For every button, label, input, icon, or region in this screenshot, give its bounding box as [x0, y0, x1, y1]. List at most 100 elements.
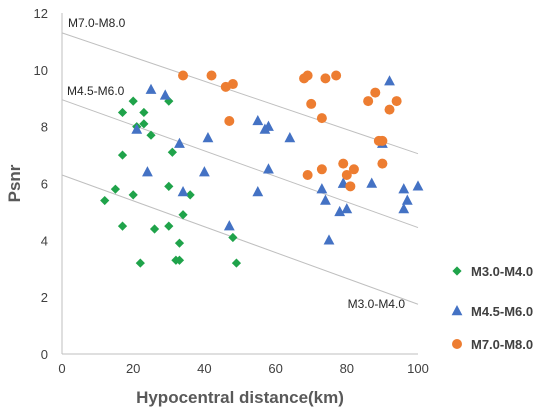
data-point: [227, 79, 238, 90]
data-point: [302, 70, 313, 81]
data-point: [370, 87, 381, 98]
series-group: [178, 70, 402, 192]
x-axis-title: Hypocentral distance(km): [136, 388, 344, 407]
legend-label: M3.0-M4.0: [471, 264, 533, 279]
data-point: [178, 210, 188, 220]
data-point: [345, 181, 356, 192]
data-point: [412, 180, 424, 191]
data-point: [110, 184, 120, 194]
legend-item: M7.0-M8.0: [452, 337, 533, 352]
data-point: [302, 169, 313, 180]
data-point: [384, 104, 395, 115]
x-tick-label: 60: [268, 361, 282, 376]
x-tick-label: 0: [58, 361, 65, 376]
axes: 0 20 40 60 80 100 0 2 4 6 8 10 12 Hypocentral distanc…: [5, 6, 429, 407]
legend-label: M4.5-M6.0: [471, 304, 533, 319]
x-tick-label: 40: [197, 361, 211, 376]
reference-line: [61, 99, 419, 229]
y-tick-label: 0: [41, 347, 48, 362]
reference-line-label: M3.0-M4.0: [348, 297, 406, 311]
data-point: [252, 186, 264, 197]
legend-marker: [452, 266, 462, 276]
data-point: [139, 119, 149, 129]
data-point: [384, 75, 395, 86]
reference-line: [61, 32, 419, 155]
x-tick-label: 100: [407, 361, 429, 376]
data-point: [206, 70, 217, 81]
y-tick-label: 10: [34, 63, 48, 78]
data-point: [252, 114, 264, 126]
data-point: [167, 147, 177, 157]
data-point: [117, 150, 128, 160]
data-point: [263, 120, 274, 131]
data-point: [263, 163, 274, 174]
data-point: [159, 89, 171, 100]
data-point: [306, 98, 317, 109]
data-point: [284, 132, 296, 143]
data-point: [331, 70, 342, 81]
data-point: [363, 96, 374, 107]
data-point: [223, 220, 235, 231]
legend-item: M3.0-M4.0: [452, 264, 533, 279]
data-point: [174, 137, 185, 148]
reference-line-label: M4.5-M6.0: [67, 84, 125, 98]
data-point: [377, 158, 388, 169]
data-point: [171, 255, 181, 265]
reference-line: [61, 174, 419, 305]
x-tick-label: 20: [126, 361, 140, 376]
series-group: [131, 75, 424, 245]
y-tick-label: 2: [41, 290, 48, 305]
data-point: [174, 238, 185, 248]
data-point: [177, 186, 189, 197]
data-point: [100, 195, 110, 206]
data-point: [149, 224, 160, 234]
data-point: [202, 132, 214, 143]
y-tick-label: 8: [41, 120, 48, 135]
data-point: [117, 107, 128, 118]
data-point: [377, 135, 388, 146]
data-point: [398, 203, 410, 214]
data-point: [348, 164, 359, 175]
data-point: [178, 70, 189, 81]
data-point: [391, 96, 402, 107]
legend-item: M4.5-M6.0: [451, 304, 533, 319]
y-tick-label: 6: [41, 177, 48, 192]
reference-line-label: M7.0-M8.0: [68, 16, 126, 30]
data-point: [398, 183, 410, 194]
data-point: [228, 232, 238, 243]
data-point: [323, 234, 335, 245]
data-point: [142, 166, 153, 177]
data-point: [117, 221, 128, 231]
data-point: [316, 113, 327, 124]
data-point: [128, 96, 138, 106]
data-point: [341, 203, 353, 214]
data-point: [338, 158, 349, 169]
data-point: [224, 115, 235, 126]
data-point: [231, 258, 242, 268]
data-point: [185, 190, 195, 200]
legend: M3.0-M4.0 M4.5-M6.0 M7.0-M8.0: [451, 264, 533, 352]
data-point: [401, 194, 413, 205]
data-point: [164, 181, 174, 191]
data-point: [131, 123, 143, 134]
data-point: [145, 83, 157, 94]
data-point: [316, 164, 327, 175]
x-tick-label: 80: [340, 361, 354, 376]
data-point: [334, 205, 346, 217]
series-group: [100, 96, 242, 268]
data-point: [128, 190, 138, 200]
y-tick-label: 4: [41, 233, 48, 248]
data-point: [135, 258, 145, 268]
data-point: [341, 169, 352, 180]
data-point: [146, 130, 156, 140]
reference-lines: [61, 32, 419, 305]
data-points: [100, 70, 424, 268]
y-axis-title: Psnr: [5, 164, 24, 202]
legend-label: M7.0-M8.0: [471, 337, 533, 352]
data-point: [139, 107, 149, 118]
data-point: [316, 183, 328, 194]
data-point: [366, 177, 378, 188]
data-point: [199, 166, 210, 177]
data-point: [164, 221, 174, 231]
